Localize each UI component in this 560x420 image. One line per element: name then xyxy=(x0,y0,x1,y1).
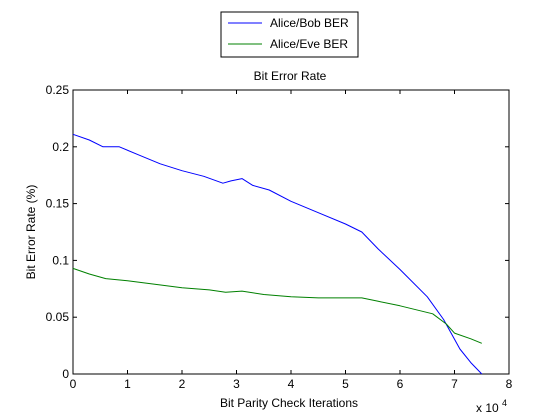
x-tick-label: 4 xyxy=(288,377,295,391)
x-tick-label: 1 xyxy=(124,377,131,391)
legend-label-alice-bob: Alice/Bob BER xyxy=(270,16,349,30)
legend-label-alice-eve: Alice/Eve BER xyxy=(270,37,348,51)
plot-area xyxy=(72,89,510,375)
x-tick-label: 7 xyxy=(451,377,458,391)
x-tick-label: 3 xyxy=(233,377,240,391)
y-tick-label: 0.2 xyxy=(52,140,69,154)
x-axis-multiplier: x 10 4 xyxy=(476,398,507,415)
y-tick-label: 0.15 xyxy=(46,197,70,211)
x-tick-label: 8 xyxy=(506,377,513,391)
x-axis-multiplier-exponent: 4 xyxy=(502,398,507,408)
legend-box xyxy=(220,11,359,58)
y-axis-ticks: 0 0.05 0.1 0.15 0.2 0.25 xyxy=(46,83,509,381)
x-tick-label: 5 xyxy=(342,377,349,391)
x-tick-label: 0 xyxy=(70,377,77,391)
x-axis-multiplier-base: x 10 xyxy=(476,401,499,415)
y-axis-label: Bit Error Rate (%) xyxy=(24,185,38,280)
y-tick-label: 0.05 xyxy=(46,310,70,324)
series-line-alice-bob-ber xyxy=(72,133,483,375)
series-layer xyxy=(72,133,483,375)
y-tick-label: 0 xyxy=(62,367,69,381)
x-axis-ticks: 0 1 2 3 4 5 6 7 8 xyxy=(70,90,513,391)
series-line-alice-eve-ber xyxy=(72,267,482,344)
x-tick-label: 6 xyxy=(397,377,404,391)
x-tick-label: 2 xyxy=(179,377,186,391)
legend: Alice/Bob BER Alice/Eve BER xyxy=(220,11,359,58)
y-tick-label: 0.25 xyxy=(46,83,70,97)
x-axis-label: Bit Parity Check Iterations xyxy=(220,396,358,410)
y-tick-label: 0.1 xyxy=(52,253,69,267)
chart-title: Bit Error Rate xyxy=(254,69,327,83)
